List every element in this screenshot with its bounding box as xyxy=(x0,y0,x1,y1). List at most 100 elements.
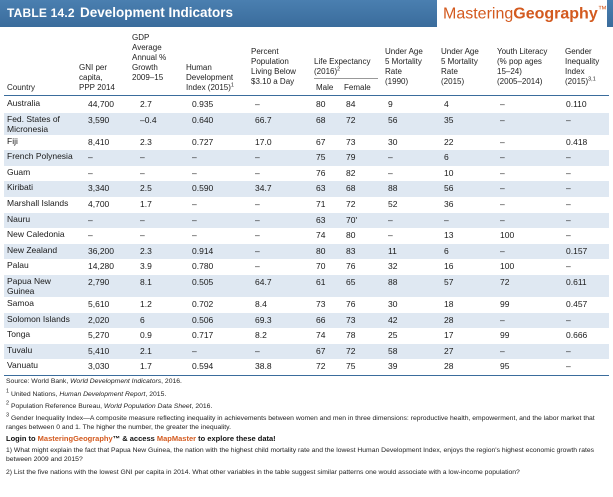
col-u5-2015: Under Age 5 Mortality Rate (2015) xyxy=(441,47,479,86)
life-underline xyxy=(314,78,378,79)
male-cell: 71 xyxy=(316,199,326,209)
mastering-geography-link[interactable]: MasteringGeography xyxy=(37,434,113,443)
footnote-1: 1 United Nations, Human Development Repo… xyxy=(6,388,167,398)
question-1: 1) What might explain the fact that Papu… xyxy=(6,447,595,463)
gii-cell: – xyxy=(566,314,571,325)
mastering-geography-logo: MasteringGeography™ xyxy=(437,0,607,27)
col-life-text: Life Expectancy (2016) xyxy=(314,57,371,76)
table-row: Kiribati 3,340 2.5 0.590 34.7 63 68 88 56 – – xyxy=(4,181,609,197)
poverty-cell: – xyxy=(255,245,260,256)
gii-cell: – xyxy=(566,114,571,125)
u5-1990-cell: 30 xyxy=(388,299,398,309)
gni-cell: 3,590 xyxy=(88,114,110,125)
hdi-cell: 0.506 xyxy=(192,314,214,325)
col-hdi-text: Human Development Index (2015) xyxy=(186,63,234,92)
literacy-cell: – xyxy=(500,183,505,194)
hdi-cell: – xyxy=(192,199,197,209)
u5-2015-cell: 35 xyxy=(444,114,454,125)
mapmaster-link[interactable]: MapMaster xyxy=(156,434,197,443)
female-cell: 73 xyxy=(346,314,356,325)
bottom-rule xyxy=(4,375,609,376)
u5-1990-cell: – xyxy=(388,214,393,225)
female-cell: 75 xyxy=(346,361,356,372)
u5-2015-cell: 56 xyxy=(444,183,454,194)
u5-2015-cell: – xyxy=(444,214,449,225)
gdp-cell: 2.3 xyxy=(140,245,152,256)
gni-cell: 2,020 xyxy=(88,314,110,325)
poverty-cell: – xyxy=(255,99,260,109)
table-row: New Caledonia – – – – 74 80 – 13 100 – xyxy=(4,228,609,244)
u5-1990-cell: 88 xyxy=(388,183,398,194)
male-cell: 68 xyxy=(316,114,326,125)
u5-2015-cell: 13 xyxy=(444,230,454,241)
gdp-cell: 6 xyxy=(140,314,145,325)
male-cell: 63 xyxy=(316,183,326,194)
hdi-cell: – xyxy=(192,214,197,225)
gdp-cell: 2.1 xyxy=(140,345,152,356)
female-cell: 72 xyxy=(346,199,356,209)
male-cell: 75 xyxy=(316,152,326,163)
poverty-cell: – xyxy=(255,261,260,272)
table-row: Papua New Guinea 2,790 8.1 0.505 64.7 61 65 88 5… xyxy=(4,275,609,297)
male-cell: 74 xyxy=(316,230,326,241)
literacy-cell: – xyxy=(500,136,505,147)
gii-cell: 0.418 xyxy=(566,136,588,147)
table-row: Marshall Islands 4,700 1.7 – – 71 72 52 36 – – xyxy=(4,197,609,213)
gii-cell: – xyxy=(566,345,571,356)
note1-suffix: , 2015. xyxy=(145,391,167,398)
gni-cell: 44,700 xyxy=(88,99,114,109)
female-cell: 68 xyxy=(346,183,356,194)
note2-suffix: , 2016. xyxy=(191,403,213,410)
hdi-cell: 0.640 xyxy=(192,114,214,125)
gdp-cell: –0.4 xyxy=(140,114,157,125)
login-post: to explore these data! xyxy=(196,434,276,443)
gdp-cell: 8.1 xyxy=(140,277,152,287)
country-cell: Samoa xyxy=(7,298,34,308)
col-gii-text: Gender Inequality Index (2015) xyxy=(565,47,600,86)
country-cell: Palau xyxy=(7,260,29,271)
u5-2015-cell: 22 xyxy=(444,136,454,147)
gii-cell: – xyxy=(566,167,571,178)
gii-cell: – xyxy=(566,361,571,372)
hdi-cell: 0.702 xyxy=(192,299,214,309)
literacy-cell: – xyxy=(500,199,505,209)
header-rule xyxy=(4,95,609,96)
gdp-cell: 1.7 xyxy=(140,199,152,209)
u5-2015-cell: 4 xyxy=(444,99,449,109)
table-row: Solomon Islands 2,020 6 0.506 69.3 66 73 42 28 – – xyxy=(4,312,609,329)
table-row: Australia 44,700 2.7 0.935 – 80 84 9 4 – 0.110 xyxy=(4,97,609,113)
gni-cell: 2,790 xyxy=(88,277,110,287)
literacy-cell: – xyxy=(500,245,505,256)
gni-cell: 5,610 xyxy=(88,299,110,309)
poverty-cell: – xyxy=(255,214,260,225)
female-cell: 82 xyxy=(346,167,356,178)
hdi-cell: 0.935 xyxy=(192,99,214,109)
male-cell: 74 xyxy=(316,330,326,341)
source-note: Source: World Bank, World Development In… xyxy=(6,378,606,387)
table-row: Fed. States of Micronesia 3,590 –0.4 0.640 6… xyxy=(4,112,609,135)
male-cell: 72 xyxy=(316,361,326,372)
source-suffix: , 2016. xyxy=(161,378,182,385)
female-cell: 73 xyxy=(346,136,356,147)
country-cell: Marshall Islands xyxy=(7,198,69,208)
u5-1990-cell: 39 xyxy=(388,361,398,372)
note3-text: Gender Inequality Index—A composite meas… xyxy=(6,415,595,431)
country-cell: New Caledonia xyxy=(7,229,65,240)
poverty-cell: 66.7 xyxy=(255,114,272,125)
hdi-cell: 0.590 xyxy=(192,183,214,194)
female-cell: 72 xyxy=(346,114,356,125)
col-literacy: Youth Literacy (% pop ages 15–24) (2005–… xyxy=(497,47,548,86)
literacy-cell: – xyxy=(500,167,505,178)
country-cell: Kiribati xyxy=(7,182,33,193)
note1-title: Human Development Report xyxy=(59,391,146,398)
female-cell: 78 xyxy=(346,330,356,341)
hdi-cell: – xyxy=(192,345,197,356)
u5-2015-cell: 36 xyxy=(444,199,454,209)
brand-tm: ™ xyxy=(597,4,607,14)
table-header-bar: TABLE 14.2 Development Indicators Master… xyxy=(0,0,613,27)
u5-2015-cell: 57 xyxy=(444,277,454,287)
gdp-cell: – xyxy=(140,152,145,163)
literacy-cell: 100 xyxy=(500,261,515,272)
male-cell: 63 xyxy=(316,214,326,225)
